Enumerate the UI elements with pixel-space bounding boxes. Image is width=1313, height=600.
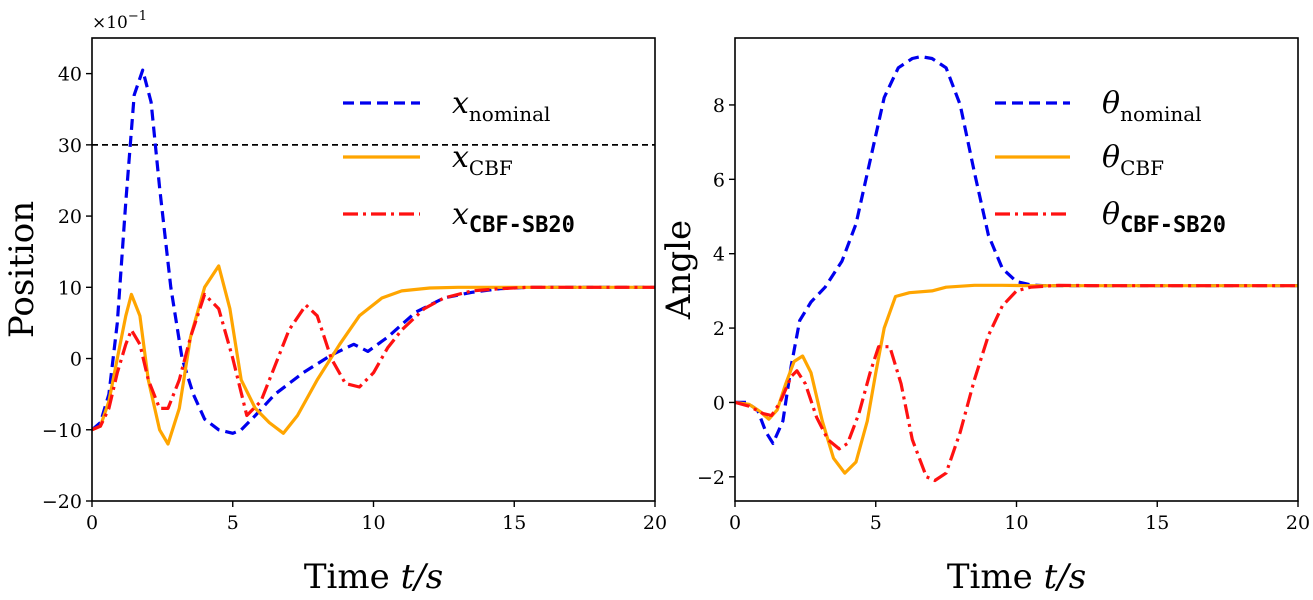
y-tick-label: 40 bbox=[58, 64, 82, 86]
series-line-x_nominal bbox=[92, 68, 655, 435]
position-plot: 0 5 10 15 20 −20 −10 0 10 20 30 40 ×10−1 Time t/s Posi… bbox=[2, 9, 667, 597]
series-group bbox=[735, 54, 1298, 483]
x-tick-label: 15 bbox=[502, 512, 526, 534]
series-group bbox=[92, 68, 655, 446]
y-axis-label: Position bbox=[2, 201, 42, 338]
legend-label-theta_CBF-SB20: θCBF-SB20 bbox=[1102, 197, 1226, 238]
y-tick-label: 0 bbox=[713, 392, 725, 414]
x-tick-label: 5 bbox=[870, 512, 882, 534]
series-line-x_CBF-SB20 bbox=[92, 285, 655, 432]
y-tick-label: 6 bbox=[713, 169, 725, 191]
y-tick-label: 4 bbox=[713, 244, 725, 266]
x-axis-label: Time t/s bbox=[304, 557, 443, 597]
axis-offset-label: ×10−1 bbox=[92, 9, 147, 33]
legend: xnominal xCBF xCBF-SB20 bbox=[343, 86, 575, 238]
series-line-x_CBF bbox=[92, 264, 655, 446]
series-line-theta_CBF bbox=[735, 283, 1298, 475]
legend-label-x_CBF: xCBF bbox=[452, 140, 513, 180]
x-tick-label: 0 bbox=[86, 512, 98, 534]
y-tick-label: 2 bbox=[713, 318, 725, 340]
legend-label-theta_nominal: θnominal bbox=[1102, 86, 1202, 126]
series-line-theta_CBF-SB20 bbox=[735, 283, 1298, 483]
legend-label-x_CBF-SB20: xCBF-SB20 bbox=[452, 197, 575, 238]
y-tick-label: −2 bbox=[697, 467, 725, 489]
y-tick-label: 30 bbox=[58, 135, 82, 157]
x-tick-label: 10 bbox=[361, 512, 385, 534]
y-axis-label: Angle bbox=[659, 220, 699, 320]
legend-label-x_nominal: xnominal bbox=[452, 86, 550, 126]
x-tick-label: 5 bbox=[227, 512, 239, 534]
x-axis-label: Time t/s bbox=[947, 557, 1086, 597]
y-tick-label: 10 bbox=[58, 277, 82, 299]
y-tick-label: 0 bbox=[70, 349, 82, 371]
axes-frame bbox=[734, 37, 1299, 502]
y-tick-label: −20 bbox=[42, 491, 82, 513]
series-line-theta_nominal bbox=[735, 54, 1298, 445]
x-tick-label: 20 bbox=[643, 512, 667, 534]
legend-label-theta_CBF: θCBF bbox=[1102, 140, 1164, 180]
x-tick-label: 15 bbox=[1145, 512, 1169, 534]
x-tick-label: 20 bbox=[1286, 512, 1310, 534]
x-tick-label: 10 bbox=[1004, 512, 1028, 534]
y-tick-label: 20 bbox=[58, 206, 82, 228]
x-tick-label: 0 bbox=[729, 512, 741, 534]
axes-frame bbox=[91, 37, 656, 502]
legend: θnominal θCBF θCBF-SB20 bbox=[995, 86, 1226, 238]
y-tick-label: −10 bbox=[42, 420, 82, 442]
angle-plot: 0 5 10 15 20 −2 0 2 4 6 8 Time t/s Angle θnominal θCBF… bbox=[659, 37, 1310, 597]
y-tick-label: 8 bbox=[713, 95, 725, 117]
